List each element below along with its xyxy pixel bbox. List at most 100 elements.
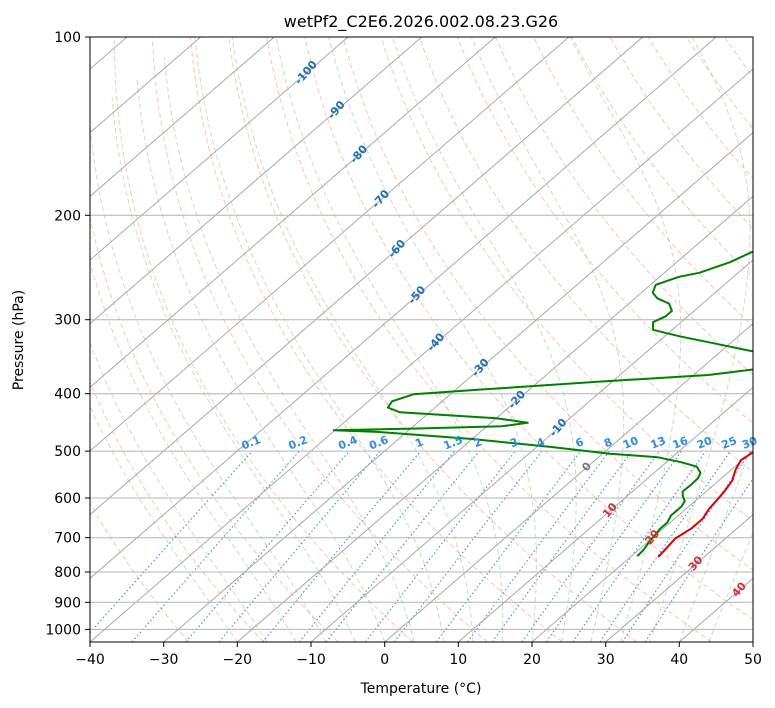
- x-tick-label: 20: [523, 652, 541, 668]
- mixing-ratio-label: 30: [740, 434, 759, 452]
- moist-adiabat: [194, 37, 445, 642]
- y-tick-label: 700: [54, 531, 81, 547]
- isotherm-line: [90, 37, 570, 452]
- mixing-ratio-line: [572, 450, 707, 642]
- dry-adiabat: [190, 37, 563, 642]
- mixing-ratio-line: [435, 450, 582, 642]
- mixing-ratio-label: 0.2: [287, 433, 310, 452]
- dry-adiabat: [571, 37, 753, 279]
- isotherm-label: -80: [347, 142, 370, 166]
- isotherm-line: [90, 37, 275, 197]
- x-tick-label: −30: [149, 652, 179, 668]
- chart-title: wetPf2_C2E6.2026.002.08.23.G26: [284, 12, 558, 32]
- isotherm-label: -10: [547, 416, 570, 440]
- moist-adiabat: [392, 37, 577, 642]
- x-axis-title: Temperature (°C): [360, 681, 482, 697]
- dry-adiabat: [380, 37, 753, 522]
- moist-adiabat: [136, 77, 386, 642]
- mixing-ratio-label: 1: [413, 435, 425, 450]
- dry-adiabat: [495, 37, 753, 376]
- plot-frame: [89, 36, 754, 643]
- y-tick-label: 500: [54, 444, 81, 460]
- dry-adiabat: [266, 37, 712, 642]
- isotherm-line: [163, 132, 753, 642]
- y-tick-label: 600: [54, 491, 81, 507]
- moist-adiabat: [90, 341, 268, 642]
- mixing-ratio-label: 8: [602, 435, 614, 450]
- mixing-ratio-line: [325, 450, 480, 642]
- mixing-ratio-line: [185, 450, 350, 642]
- moist-adiabat: [231, 37, 474, 642]
- isotherm-line: [310, 259, 753, 642]
- x-tick-label: −10: [296, 652, 326, 668]
- dry-adiabat: [647, 37, 753, 180]
- isotherm-label: -70: [369, 187, 392, 211]
- dry-adiabat: [90, 502, 190, 642]
- moist-adiabat: [708, 531, 753, 642]
- isotherm-line: [90, 37, 202, 134]
- isotherm-line: [90, 68, 753, 642]
- dry-adiabat: [763, 37, 775, 642]
- temperature-profile: [657, 451, 753, 558]
- mixing-ratio-label: 20: [695, 434, 714, 452]
- moist-adiabat: [90, 119, 327, 642]
- y-tick-label: 100: [54, 30, 81, 46]
- mixing-ratio-label: 10: [621, 434, 640, 452]
- x-tick-label: 50: [744, 652, 762, 668]
- background-lines: [90, 37, 775, 642]
- mixing-ratio-line: [467, 450, 610, 642]
- isotherm-line: [90, 37, 644, 516]
- y-tick-label: 200: [54, 208, 81, 224]
- mixing-ratio-line: [364, 450, 516, 642]
- isotherm-line: [605, 514, 753, 642]
- moist-adiabat: [649, 37, 751, 642]
- mixing-ratio-line: [262, 450, 422, 642]
- y-tick-label: 400: [54, 387, 81, 403]
- isotherm-line: [236, 195, 753, 642]
- x-tick-label: 0: [380, 652, 389, 668]
- dry-adiabat: [418, 37, 753, 473]
- data-series: [332, 250, 753, 558]
- x-tick-label: 10: [449, 652, 467, 668]
- dry-adiabat: [342, 37, 753, 571]
- mixing-ratio-line: [599, 450, 731, 642]
- y-axis-title: Pressure (hPa): [11, 290, 27, 390]
- isotherm-line: [90, 37, 496, 388]
- mixing-ratio-line: [218, 450, 381, 642]
- y-tick-label: 800: [54, 565, 81, 581]
- moist-adiabat: [678, 440, 753, 642]
- mixing-ratio-label: 0.1: [240, 433, 263, 452]
- mixing-ratio-label: 4: [535, 435, 547, 450]
- x-tick-label: −20: [223, 652, 253, 668]
- isotherm-line: [457, 386, 753, 642]
- mixing-ratio-label: 2: [472, 435, 484, 450]
- dry-adiabat: [90, 380, 264, 642]
- line-labels: 0.1 0.2 0.4 0.6 1 1.5 2 3 4 6 8 10 13 16 20 25 30-100-90…: [240, 58, 760, 600]
- dry-adiabat: [228, 37, 638, 642]
- mixing-ratio-label: 25: [720, 434, 739, 452]
- mixing-ratio-line: [545, 450, 683, 642]
- isotherm-label: -50: [406, 283, 429, 307]
- mixing-ratio-label: 0.6: [367, 433, 390, 452]
- dry-adiabat: [724, 37, 753, 78]
- moist-adiabat: [470, 37, 625, 642]
- mixing-ratio-line: [621, 450, 752, 642]
- isotherm-line: [752, 641, 753, 642]
- isotherm-label: -90: [325, 98, 348, 122]
- dry-adiabat: [533, 37, 753, 327]
- mixing-ratio-line: [90, 450, 253, 634]
- y-tick-label: 900: [54, 595, 81, 611]
- isotherm-line: [90, 37, 349, 261]
- mixing-ratio-line: [393, 450, 543, 642]
- dry-adiabat: [113, 37, 414, 642]
- dry-adiabat: [90, 213, 339, 642]
- mixing-ratio-label: 6: [574, 435, 586, 450]
- x-tick-label: 30: [597, 652, 615, 668]
- dry-adiabat: [304, 37, 753, 621]
- moist-adiabat: [275, 37, 504, 642]
- moist-adiabat: [163, 57, 415, 642]
- isotherm-line: [90, 37, 423, 325]
- moist-adiabat: [90, 260, 297, 642]
- mixing-ratio-label: 16: [671, 434, 690, 452]
- mixing-ratio-label: 13: [649, 434, 668, 452]
